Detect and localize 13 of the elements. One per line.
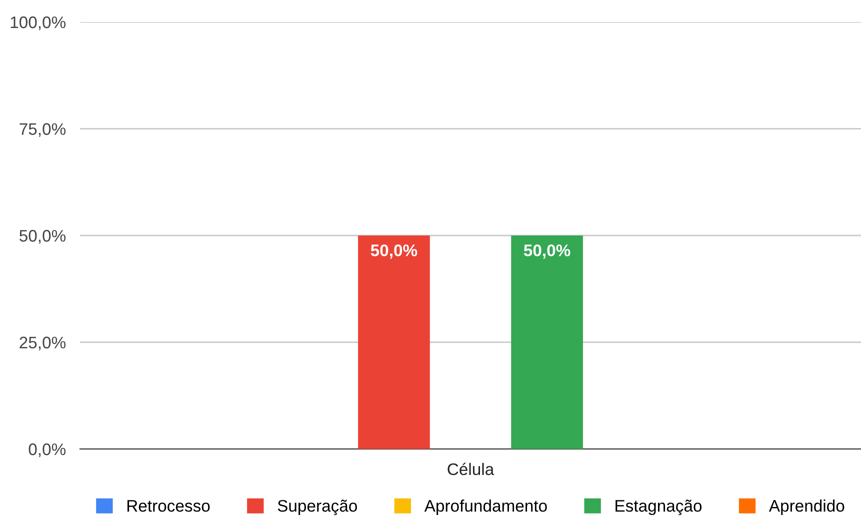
y-tick-label: 25,0% [20,336,66,350]
y-tick-label: 100,0% [10,16,66,30]
x-tick-label: Célula [448,462,494,476]
y-tick-label: 75,0% [20,123,66,137]
legend-label: Superação [278,500,357,516]
y-tick-label: 50,0% [20,230,66,244]
legend-label: Aprendido [768,500,844,516]
legend-label: Aprofundamento [424,500,547,516]
legend-label: Retrocesso [127,500,210,512]
data-label: 50,0% [524,244,570,259]
y-tick-label: 0,0% [28,443,66,458]
data-label: 50,0% [370,244,418,259]
legend-label: Estagnação [616,500,702,516]
